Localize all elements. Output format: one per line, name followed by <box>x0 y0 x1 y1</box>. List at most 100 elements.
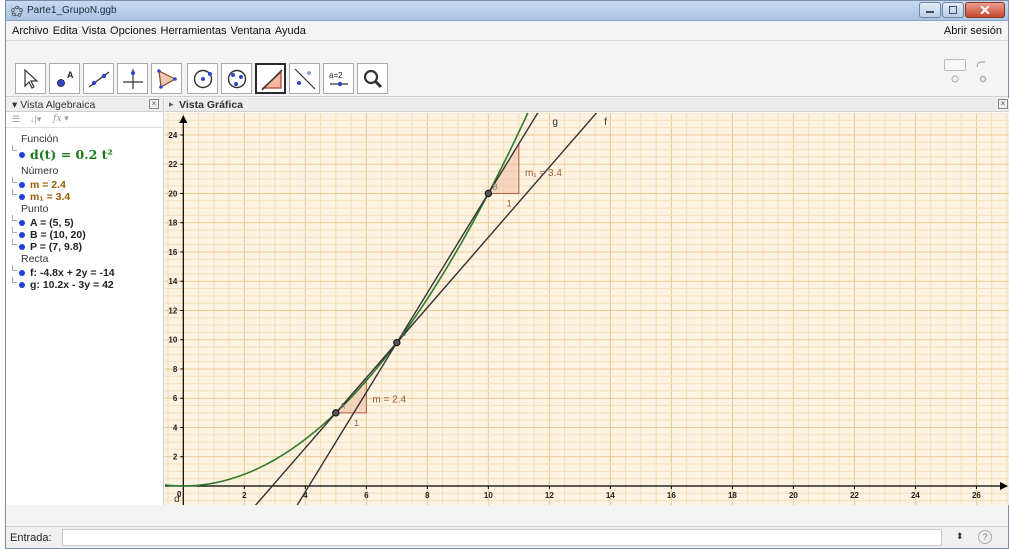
auxiliary-objects-icon[interactable]: ☰ <box>12 114 21 124</box>
algebra-object[interactable]: f: -4.8x + 2y = -14 <box>30 267 115 279</box>
tree-connector <box>12 265 17 271</box>
tool-slope[interactable] <box>255 63 286 94</box>
algebra-view-header: ▾ Vista Algebraica × <box>6 98 163 112</box>
tree-connector <box>12 277 17 283</box>
new-point-icon-label: A <box>67 70 74 80</box>
y-tick-label: 16 <box>168 248 177 257</box>
menu-ventana[interactable]: Ventana <box>230 24 271 37</box>
close-button[interactable] <box>965 2 1005 18</box>
visibility-toggle[interactable] <box>19 282 25 288</box>
minimize-icon <box>926 11 934 13</box>
line-g[interactable] <box>293 113 558 505</box>
tool-reflect[interactable] <box>289 63 320 94</box>
slider-icon: a=2 <box>329 71 348 87</box>
menu-archivo[interactable]: Archivo <box>12 24 49 37</box>
point-a[interactable] <box>332 409 340 417</box>
input-history-icon[interactable]: ⬍ <box>956 531 964 541</box>
window-controls <box>919 2 1005 19</box>
menu-vista[interactable]: Vista <box>81 24 107 37</box>
move-arrow-icon <box>24 68 39 89</box>
line-label-f: f <box>604 117 607 128</box>
algebra-object[interactable]: A = (5, 5) <box>30 217 74 229</box>
tool-slider[interactable]: a=2 <box>323 63 354 94</box>
close-icon <box>980 6 990 14</box>
algebra-category[interactable]: Función <box>21 133 59 145</box>
menu-opciones[interactable]: Opciones <box>110 24 157 37</box>
point-b[interactable] <box>484 189 493 198</box>
y-tick-label: 18 <box>168 219 177 228</box>
close-view-icon[interactable]: × <box>998 99 1008 109</box>
visibility-toggle[interactable] <box>19 152 25 158</box>
algebra-object[interactable]: B = (10, 20) <box>30 229 86 241</box>
algebra-category[interactable]: Recta <box>21 253 49 265</box>
point-p[interactable] <box>393 338 401 347</box>
y-tick-label: 14 <box>168 277 177 286</box>
tool-new-point[interactable]: A <box>49 63 80 94</box>
x-tick-label: 2 <box>242 491 247 500</box>
menu-herramientas[interactable]: Herramientas <box>160 24 227 37</box>
maximize-button[interactable] <box>942 2 964 18</box>
x-tick-label: 6 <box>364 491 369 500</box>
gear-icon[interactable] <box>978 74 988 84</box>
algebra-object[interactable]: m₁ = 3.4 <box>30 191 71 203</box>
circle-center-point-icon <box>193 69 213 89</box>
minimize-button[interactable] <box>919 2 941 18</box>
algebra-object[interactable]: g: 10.2x - 3y = 42 <box>30 279 114 291</box>
slope-label-m1: m₁ = 3.4 <box>525 168 562 179</box>
graphics-view-title: Vista Gráfica <box>179 99 244 111</box>
tool-polygon[interactable] <box>151 63 182 94</box>
algebra-category[interactable]: Punto <box>21 203 49 215</box>
tool-line[interactable] <box>83 63 114 94</box>
visibility-toggle[interactable] <box>19 194 25 200</box>
graphics-view-header: ▸ Vista Gráfica × <box>165 98 1009 112</box>
visibility-toggle[interactable] <box>19 270 25 276</box>
tool-perpendicular[interactable] <box>117 63 148 94</box>
undo-button[interactable] <box>944 59 966 71</box>
y-tick-label: 6 <box>173 394 178 403</box>
tool-circle[interactable] <box>187 63 218 94</box>
tool-circle-three-points[interactable] <box>221 63 252 94</box>
x-tick-label: 12 <box>545 491 554 500</box>
settings-icon[interactable] <box>950 74 960 84</box>
x-tick-label: 8 <box>425 491 430 500</box>
visibility-toggle[interactable] <box>19 182 25 188</box>
visibility-toggle[interactable] <box>19 232 25 238</box>
algebra-object[interactable]: d(t) = 0.2 t² <box>30 147 113 162</box>
input-label: Entrada: <box>10 532 52 544</box>
slope-icon <box>261 69 283 91</box>
slope-unit-label-m: 1 <box>354 418 359 428</box>
perpendicular-line-icon <box>123 69 143 89</box>
tool-move[interactable] <box>15 63 46 94</box>
function-icon[interactable]: fx ▾ <box>53 114 69 124</box>
x-tick-label: 26 <box>972 491 981 500</box>
menu-edita[interactable]: Edita <box>52 24 78 37</box>
input-field[interactable] <box>62 529 942 546</box>
algebra-object[interactable]: P = (7, 9.8) <box>30 241 83 253</box>
geogebra-app-icon <box>11 5 23 17</box>
help-icon[interactable]: ? <box>978 530 992 544</box>
sort-icon[interactable]: ↓|▾ <box>30 114 42 124</box>
origin-label: 0 <box>177 490 182 499</box>
tree-connector <box>12 145 17 151</box>
login-link[interactable]: Abrir sesión <box>943 25 1002 37</box>
menu-ayuda[interactable]: Ayuda <box>274 24 306 37</box>
algebra-category[interactable]: Número <box>21 165 59 177</box>
algebra-object[interactable]: m = 2.4 <box>30 179 66 191</box>
toolbar: A a=2 <box>6 41 1008 97</box>
y-tick-label: 4 <box>173 423 178 432</box>
visibility-toggle[interactable] <box>19 220 25 226</box>
x-tick-label: 22 <box>850 491 859 500</box>
tool-zoom[interactable] <box>357 63 388 94</box>
tree-connector <box>12 227 17 233</box>
reflect-icon <box>294 68 316 90</box>
visibility-toggle[interactable] <box>19 244 25 250</box>
graphics-canvas[interactable]: 0 2 4 6 8 10 12 14 16 18 20 22 24 2624681012141618202… <box>165 113 1009 505</box>
collapse-arrow-icon[interactable]: ▸ <box>169 99 174 109</box>
y-tick-label: 12 <box>168 306 177 315</box>
close-view-icon[interactable]: × <box>149 99 159 109</box>
line-icon <box>88 71 110 88</box>
y-tick-label: 24 <box>168 131 177 140</box>
function-curve-d[interactable] <box>165 113 563 487</box>
line-f[interactable] <box>253 113 598 505</box>
redo-button[interactable] <box>972 59 994 71</box>
